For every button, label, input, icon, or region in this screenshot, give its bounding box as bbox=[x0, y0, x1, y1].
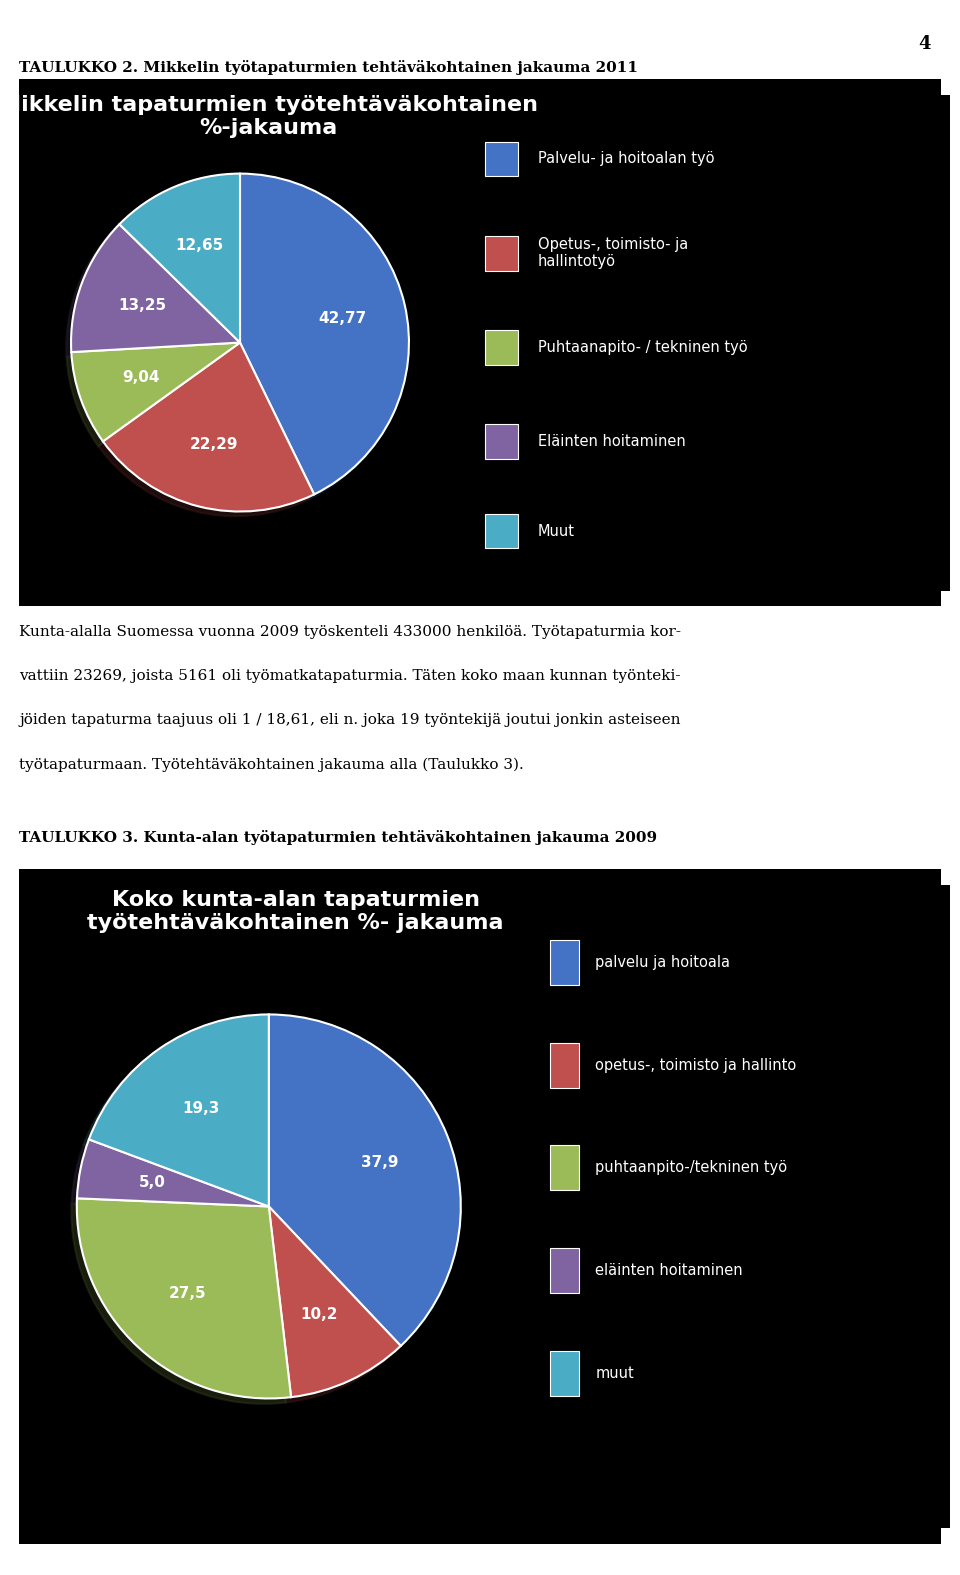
Text: 42,77: 42,77 bbox=[318, 312, 366, 326]
Text: palvelu ja hoitoala: palvelu ja hoitoala bbox=[595, 954, 731, 970]
Text: 22,29: 22,29 bbox=[190, 436, 239, 452]
Text: eläinten hoitaminen: eläinten hoitaminen bbox=[595, 1263, 743, 1279]
Wedge shape bbox=[269, 1206, 400, 1397]
Text: Kunta-alalla Suomessa vuonna 2009 työskenteli 433000 henkilöä. Työtapaturmia kor: Kunta-alalla Suomessa vuonna 2009 työske… bbox=[19, 625, 682, 639]
Text: jöiden tapaturma taajuus oli 1 / 18,61, eli n. joka 19 työntekijä joutui jonkin : jöiden tapaturma taajuus oli 1 / 18,61, … bbox=[19, 713, 681, 728]
Wedge shape bbox=[71, 343, 240, 441]
Wedge shape bbox=[240, 173, 409, 495]
Bar bbox=[485, 424, 518, 460]
Text: 27,5: 27,5 bbox=[169, 1287, 206, 1301]
Bar bbox=[485, 331, 518, 365]
Text: 9,04: 9,04 bbox=[123, 370, 160, 384]
Text: muut: muut bbox=[595, 1366, 635, 1381]
Text: TAULUKKO 2. Mikkelin työtapaturmien tehtäväkohtainen jakauma 2011: TAULUKKO 2. Mikkelin työtapaturmien teht… bbox=[19, 60, 638, 76]
Wedge shape bbox=[71, 224, 240, 353]
Bar bbox=[485, 142, 518, 176]
Wedge shape bbox=[269, 1014, 461, 1347]
Wedge shape bbox=[77, 1139, 269, 1206]
Bar bbox=[550, 1145, 579, 1191]
Text: 4: 4 bbox=[919, 35, 931, 52]
Text: TAULUKKO 3. Kunta-alan työtapaturmien tehtäväkohtainen jakauma 2009: TAULUKKO 3. Kunta-alan työtapaturmien te… bbox=[19, 830, 658, 846]
Text: opetus-, toimisto ja hallinto: opetus-, toimisto ja hallinto bbox=[595, 1057, 797, 1073]
Text: Opetus-, toimisto- ja
hallintotyö: Opetus-, toimisto- ja hallintotyö bbox=[538, 238, 688, 269]
Wedge shape bbox=[119, 173, 240, 343]
Wedge shape bbox=[103, 343, 314, 512]
Text: 37,9: 37,9 bbox=[361, 1154, 398, 1170]
Text: 5,0: 5,0 bbox=[138, 1175, 165, 1191]
Text: Mikkelin tapaturmien työtehtäväkohtainen
%-jakauma: Mikkelin tapaturmien työtehtäväkohtainen… bbox=[0, 94, 538, 137]
Text: 12,65: 12,65 bbox=[176, 238, 224, 254]
Bar bbox=[550, 940, 579, 984]
Text: 10,2: 10,2 bbox=[300, 1307, 338, 1321]
Text: Puhtaanapito- / tekninen työ: Puhtaanapito- / tekninen työ bbox=[538, 340, 747, 354]
Text: työtapaturmaan. Työtehtäväkohtainen jakauma alla (Taulukko 3).: työtapaturmaan. Työtehtäväkohtainen jaka… bbox=[19, 758, 524, 772]
Bar bbox=[550, 1249, 579, 1293]
Text: Muut: Muut bbox=[538, 523, 575, 539]
Wedge shape bbox=[77, 1199, 291, 1399]
Text: 13,25: 13,25 bbox=[118, 298, 166, 313]
Text: puhtaanpito-/tekninen työ: puhtaanpito-/tekninen työ bbox=[595, 1161, 787, 1175]
Text: Palvelu- ja hoitoalan työ: Palvelu- ja hoitoalan työ bbox=[538, 151, 714, 167]
Bar bbox=[485, 236, 518, 271]
Text: vattiin 23269, joista 5161 oli työmatkatapaturmia. Täten koko maan kunnan työnte: vattiin 23269, joista 5161 oli työmatkat… bbox=[19, 669, 681, 684]
Text: 19,3: 19,3 bbox=[182, 1101, 220, 1117]
Bar bbox=[550, 1351, 579, 1395]
Wedge shape bbox=[89, 1014, 269, 1206]
Bar bbox=[550, 1043, 579, 1088]
Text: Eläinten hoitaminen: Eläinten hoitaminen bbox=[538, 435, 685, 449]
Bar bbox=[485, 513, 518, 548]
Text: Koko kunta-alan tapaturmien
työtehtäväkohtainen %- jakauma: Koko kunta-alan tapaturmien työtehtäväko… bbox=[87, 890, 504, 932]
